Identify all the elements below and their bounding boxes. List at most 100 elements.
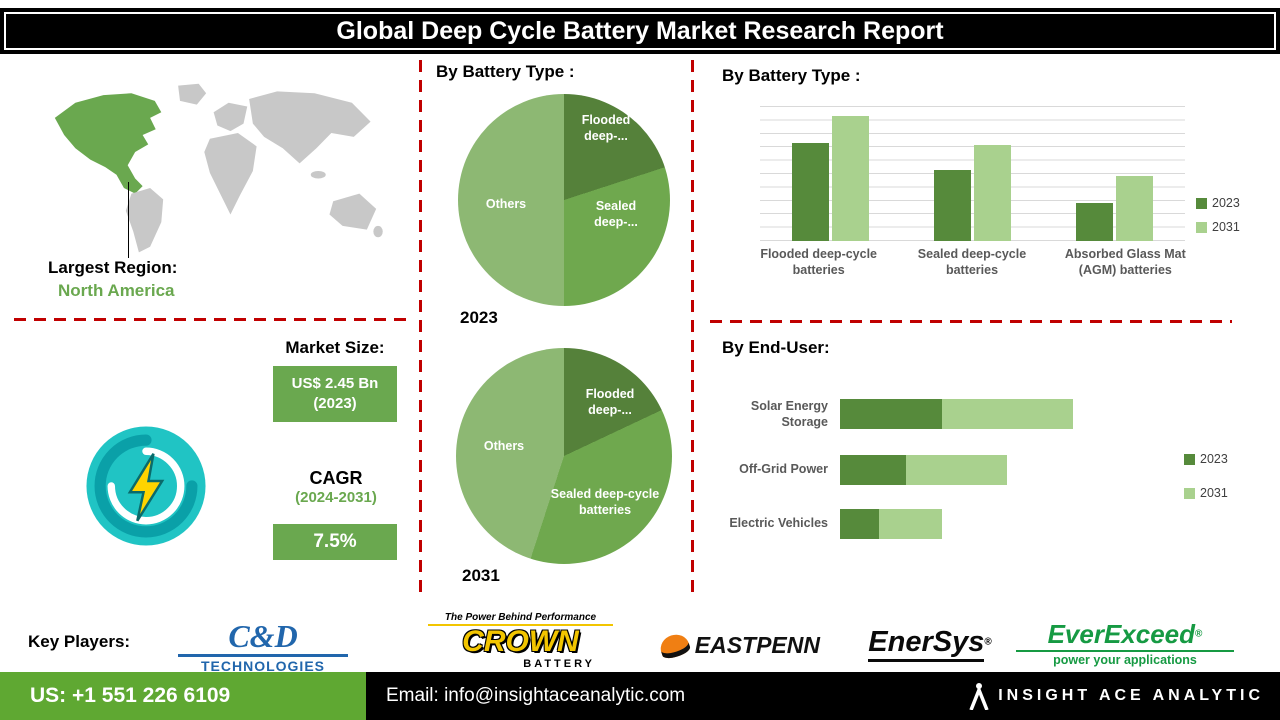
legend-label: 2023 bbox=[1212, 196, 1240, 210]
bar-2031 bbox=[973, 144, 1011, 241]
logo-enersys: EnerSys® bbox=[850, 626, 1010, 663]
logo-crown-sub: BATTERY bbox=[523, 657, 595, 670]
logo-cd-technologies: C&D TECHNOLOGIES bbox=[178, 620, 348, 674]
logo-everexceed-reg: ® bbox=[1195, 628, 1203, 640]
battery-bar-xlabels: Flooded deep-cycle batteries Sealed deep-… bbox=[742, 246, 1202, 279]
divider-vertical-2 bbox=[691, 60, 694, 598]
hbar-row: Off-Grid Power bbox=[710, 454, 1190, 485]
east-penn-swoosh-icon bbox=[657, 630, 692, 661]
divider-right bbox=[710, 320, 1232, 323]
pie-2031-year: 2031 bbox=[462, 566, 500, 585]
bar-category-label: Sealed deep-cycle batteries bbox=[917, 247, 1027, 278]
pie-2031-slice-label: Others bbox=[483, 439, 525, 453]
logo-crown-name: CROWN bbox=[462, 625, 579, 658]
logo-cd-sub: TECHNOLOGIES bbox=[178, 654, 348, 674]
footer-email: Email: info@insightaceanalytic.com bbox=[386, 685, 686, 706]
bar-group bbox=[792, 107, 870, 241]
logo-enersys-name: EnerSys bbox=[868, 626, 985, 663]
legend-item: 2031 bbox=[1196, 220, 1240, 234]
market-size-value: US$ 2.45 Bn bbox=[291, 374, 379, 392]
footer-brand-text: INSIGHT ACE ANALYTIC bbox=[998, 687, 1264, 704]
pie-2023 bbox=[458, 94, 670, 306]
energy-cycle-icon bbox=[86, 426, 206, 546]
north-america-region bbox=[54, 93, 162, 194]
logo-everexceed-tagline: power your applications bbox=[1016, 649, 1234, 667]
hbar-category-label: Solar Energy Storage bbox=[750, 399, 828, 430]
market-size-label: Market Size: bbox=[285, 338, 385, 357]
map-pointer-line bbox=[128, 182, 129, 258]
largest-region-label: Largest Region: bbox=[48, 258, 178, 277]
pie-2023-year: 2023 bbox=[460, 308, 498, 327]
logo-cd-name: C&D bbox=[228, 618, 298, 654]
enduser-bar-rows: Solar Energy Storage Off-Grid Power Electr… bbox=[710, 398, 1190, 539]
bar-group bbox=[1075, 107, 1153, 241]
largest-region-block: Largest Region: North America bbox=[48, 258, 177, 301]
bar-2031 bbox=[832, 115, 870, 241]
bar-group bbox=[933, 107, 1011, 241]
largest-region-value: North America bbox=[58, 281, 175, 300]
hbar-segment-2031 bbox=[879, 508, 942, 539]
divider-left bbox=[14, 318, 406, 321]
legend-swatch-icon bbox=[1196, 221, 1207, 233]
pie-2023-slice-label: Sealed deep-... bbox=[594, 199, 638, 230]
cagr-period: (2024-2031) bbox=[295, 489, 377, 506]
bar-2023 bbox=[792, 142, 830, 241]
bar-2023 bbox=[1075, 203, 1113, 241]
cagr-badge: 7.5% bbox=[273, 524, 397, 560]
hbar-track bbox=[840, 454, 1102, 485]
enduser-legend: 2023 2031 bbox=[1184, 452, 1228, 500]
cagr-block: CAGR (2024-2031) bbox=[274, 468, 398, 507]
enduser-title: By End-User: bbox=[722, 338, 830, 357]
pie-2031-slice-label: Sealed deep-cycle batteries bbox=[550, 487, 660, 518]
insight-ace-logo-icon bbox=[969, 683, 989, 710]
footer-phone-bar: US: +1 551 226 6109 bbox=[0, 672, 366, 720]
hbar-category-label: Off-Grid Power bbox=[739, 462, 828, 477]
battery-bar-title: By Battery Type : bbox=[722, 66, 861, 85]
hbar-segment-2023 bbox=[840, 508, 880, 539]
hbar-track bbox=[840, 399, 1102, 430]
legend-swatch-icon bbox=[1184, 487, 1195, 499]
legend-item: 2023 bbox=[1184, 452, 1228, 466]
pie-2023-slice-label: Flooded deep-... bbox=[581, 113, 631, 144]
hbar-segment-2023 bbox=[840, 399, 942, 430]
world-map bbox=[54, 83, 383, 253]
market-size-year: (2023) bbox=[313, 395, 357, 412]
page-title: Global Deep Cycle Battery Market Researc… bbox=[336, 16, 944, 45]
legend-item: 2031 bbox=[1184, 486, 1228, 500]
logo-everexceed-name: EverExceed bbox=[1047, 619, 1196, 649]
hbar-row: Solar Energy Storage bbox=[710, 398, 1190, 431]
logo-crown-tagline: The Power Behind Performance bbox=[428, 612, 613, 626]
hbar-segment-2031 bbox=[941, 399, 1073, 430]
footer-phone: US: +1 551 226 6109 bbox=[30, 684, 231, 707]
divider-vertical-1 bbox=[419, 60, 422, 598]
bar-category-label: Absorbed Glass Mat (AGM) batteries bbox=[1064, 247, 1186, 278]
legend-swatch-icon bbox=[1196, 197, 1207, 209]
logo-everexceed: EverExceed® power your applications bbox=[1016, 620, 1234, 667]
battery-bar-chart-plot bbox=[760, 106, 1185, 241]
pie-2023-slice-label: Others bbox=[485, 197, 527, 211]
hbar-segment-2031 bbox=[905, 454, 1008, 485]
legend-item: 2023 bbox=[1196, 196, 1240, 210]
key-players-label: Key Players: bbox=[28, 632, 131, 651]
bar-category-label: Flooded deep-cycle batteries bbox=[760, 247, 878, 278]
hbar-track bbox=[840, 508, 1102, 539]
hbar-segment-2023 bbox=[840, 454, 906, 485]
logo-crown-battery: The Power Behind Performance CROWN BATTE… bbox=[428, 612, 613, 670]
cagr-value: 7.5% bbox=[313, 531, 357, 552]
bar-2023 bbox=[933, 169, 971, 241]
legend-label: 2031 bbox=[1212, 220, 1240, 234]
footer-bar: Email: info@insightaceanalytic.com INSIG… bbox=[366, 672, 1280, 720]
legend-label: 2023 bbox=[1200, 452, 1228, 466]
legend-swatch-icon bbox=[1184, 453, 1195, 465]
cagr-label: CAGR bbox=[309, 468, 363, 488]
header-banner: Global Deep Cycle Battery Market Researc… bbox=[0, 8, 1280, 54]
footer-brand: INSIGHT ACE ANALYTIC bbox=[968, 682, 1264, 710]
logo-enersys-reg: ® bbox=[984, 636, 992, 648]
hbar-row: Electric Vehicles bbox=[710, 508, 1190, 539]
pie-2031 bbox=[456, 348, 672, 564]
logo-east-penn-name: EASTPENN bbox=[694, 632, 820, 658]
pie-2031-slice-label: Flooded deep-... bbox=[585, 387, 635, 418]
legend-label: 2031 bbox=[1200, 486, 1228, 500]
bar-2031 bbox=[1115, 176, 1153, 241]
